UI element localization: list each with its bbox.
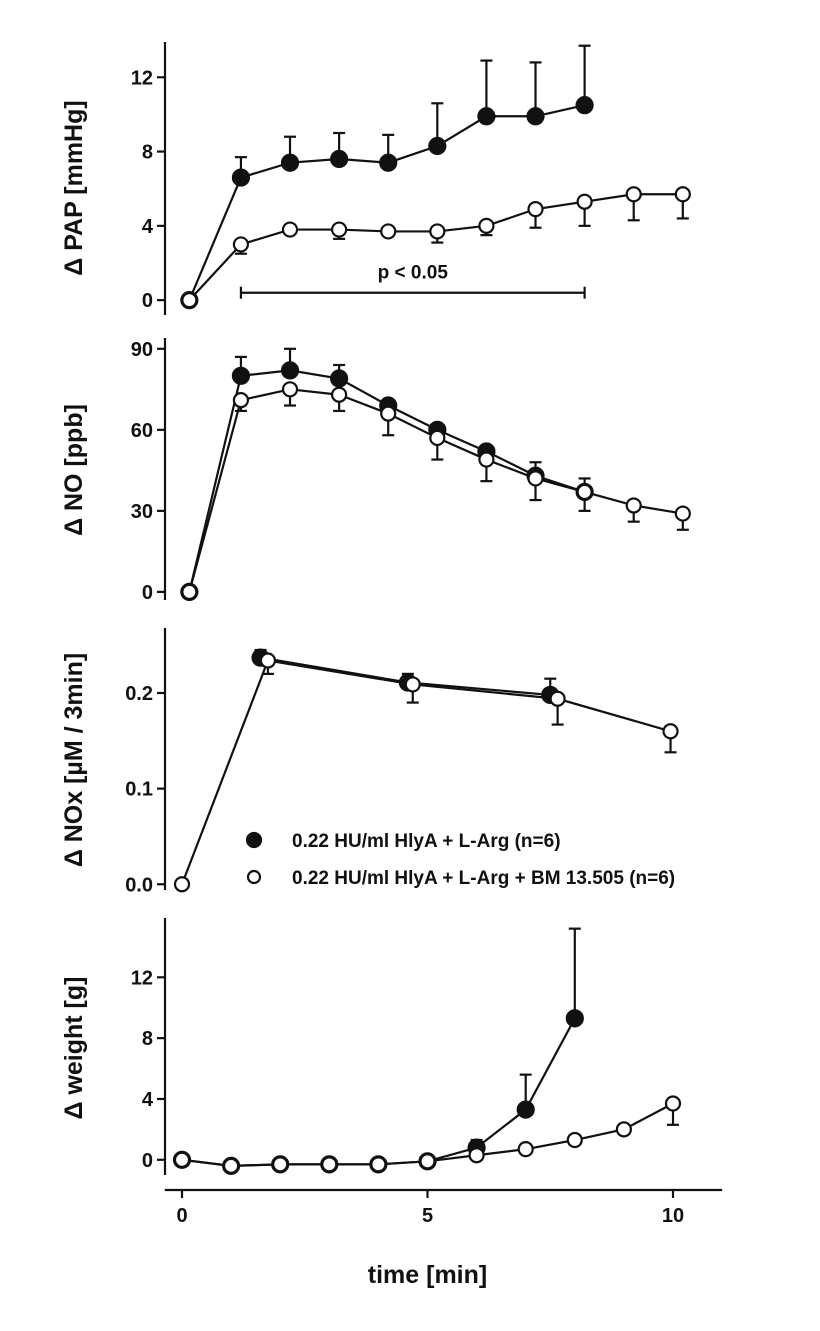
data-point-filled <box>379 153 398 172</box>
data-point-open <box>429 429 446 447</box>
y-tick-label: 8 <box>142 142 153 164</box>
data-point-open <box>625 186 642 203</box>
data-point-open <box>181 583 198 600</box>
data-point-open <box>223 1157 240 1174</box>
data-point-filled <box>280 153 300 172</box>
x-tick-label: 10 <box>662 1205 684 1227</box>
data-point-open <box>380 223 397 240</box>
data-point-filled <box>428 136 447 156</box>
data-point-open <box>662 723 679 740</box>
y-tick-label: 0.1 <box>125 779 153 801</box>
panel-1: 0 30 60 90 Δ NO [ppb] <box>60 338 691 604</box>
legend-label: 0.22 HU/ml HlyA + L-Arg (n=6) <box>292 831 561 852</box>
legend-label: 0.22 HU/ml HlyA + L-Arg + BM 13.505 (n=6… <box>292 868 675 889</box>
data-point-open <box>331 221 348 238</box>
data-point-open <box>576 193 593 210</box>
data-point-open <box>380 405 397 422</box>
data-point-open <box>370 1156 387 1173</box>
data-point-filled <box>280 361 300 380</box>
y-tick-label: 8 <box>142 1028 153 1050</box>
annotation-label: p < 0.05 <box>378 263 449 284</box>
data-point-filled <box>565 1009 584 1028</box>
series-line <box>188 193 683 301</box>
y-tick-label: 4 <box>142 1089 154 1111</box>
data-point-open <box>429 223 446 240</box>
data-point-filled <box>516 1100 535 1119</box>
data-point-open <box>181 292 198 309</box>
panel-0: 0 4 8 12 Δ PAP [mmHg] p < 0.05 <box>60 42 691 315</box>
series-line <box>188 388 683 593</box>
y-axis-label: Δ NO [ppb] <box>60 404 88 536</box>
data-point-open <box>259 652 277 669</box>
y-tick-label: 4 <box>142 216 154 238</box>
x-axis-label: time [min] <box>368 1261 487 1289</box>
data-point-open <box>625 497 642 514</box>
data-point-open <box>321 1156 338 1173</box>
data-point-filled <box>330 369 349 388</box>
data-point-open <box>281 221 299 238</box>
y-tick-label: 60 <box>131 420 153 442</box>
series-line <box>181 1017 576 1167</box>
legend-marker <box>245 831 263 849</box>
y-tick-label: 0 <box>142 1150 153 1172</box>
data-point-open <box>272 1156 289 1173</box>
data-point-open <box>664 1095 682 1112</box>
data-point-open <box>576 483 593 501</box>
data-point-open <box>173 1151 191 1168</box>
y-tick-label: 0.2 <box>125 683 153 705</box>
legend-marker <box>246 869 262 885</box>
data-point-filled <box>330 149 349 169</box>
y-axis-label: Δ weight [g] <box>60 977 88 1120</box>
y-axis-label: Δ NOx [µM / 3min] <box>60 653 88 867</box>
data-point-open <box>615 1121 633 1138</box>
y-tick-label: 12 <box>131 67 153 89</box>
panel-3: 0 4 8 12 Δ weight [g] 0 5 10 time [min] <box>60 918 723 1289</box>
data-point-open <box>674 505 691 522</box>
data-point-filled <box>526 107 545 126</box>
data-point-open <box>517 1141 534 1158</box>
y-tick-label: 30 <box>131 501 153 523</box>
data-point-filled <box>477 107 496 126</box>
data-point-filled <box>575 96 594 115</box>
data-point-open <box>566 1131 583 1149</box>
y-tick-label: 0 <box>142 582 153 604</box>
data-point-filled <box>231 366 251 385</box>
data-point-open <box>404 676 421 693</box>
y-tick-label: 0 <box>142 290 153 312</box>
data-point-open <box>527 470 544 487</box>
x-tick-label: 0 <box>176 1205 187 1227</box>
x-tick-label: 5 <box>422 1205 433 1227</box>
y-tick-label: 90 <box>131 339 153 361</box>
data-point-filled <box>231 168 251 187</box>
data-point-open <box>468 1147 485 1164</box>
data-point-open <box>281 381 299 398</box>
data-point-open <box>232 236 250 253</box>
data-point-open <box>173 876 191 893</box>
data-point-open <box>478 217 495 234</box>
data-point-open <box>232 392 250 409</box>
data-point-open <box>331 386 348 403</box>
data-point-open <box>478 451 495 468</box>
data-point-open <box>549 690 566 707</box>
data-point-open <box>674 186 691 203</box>
y-axis-label: Δ PAP [mmHg] <box>60 100 88 275</box>
data-point-open <box>419 1153 436 1170</box>
data-point-open <box>527 201 544 218</box>
y-tick-label: 0.0 <box>125 874 153 896</box>
panel-2: 0.0 0.1 0.2 Δ NOx [µM / 3min] 0.22 HU/ml Hly… <box>60 628 679 896</box>
y-tick-label: 12 <box>131 967 153 989</box>
